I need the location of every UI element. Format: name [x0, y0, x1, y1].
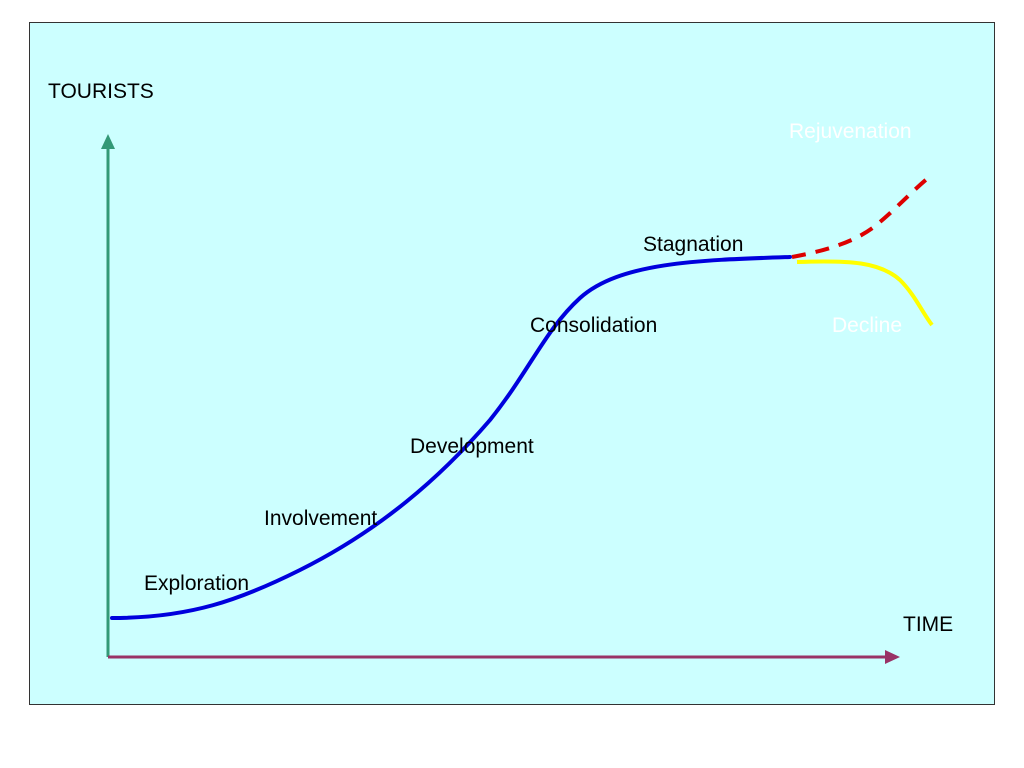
stage-involvement-label: Involvement — [264, 507, 378, 530]
rejuvenation-curve — [791, 172, 935, 259]
stage-development-label: Development — [410, 435, 534, 458]
stage-consolidation-label: Consolidation — [530, 314, 658, 337]
stage-stagnation-label: Stagnation — [643, 233, 744, 256]
stage-decline-label: Decline — [832, 314, 903, 337]
y-axis-arrowhead — [101, 134, 115, 149]
stage-exploration-label: Exploration — [144, 572, 250, 595]
x-axis-label: TIME — [903, 613, 954, 636]
stage-rejuvenation-label: Rejuvenation — [789, 120, 912, 143]
decline-curve — [796, 259, 934, 327]
slide-background — [29, 22, 995, 705]
main-lifecycle-curve — [110, 255, 792, 620]
y-axis-label: TOURISTS — [48, 80, 154, 103]
x-axis-arrowhead — [885, 650, 900, 664]
